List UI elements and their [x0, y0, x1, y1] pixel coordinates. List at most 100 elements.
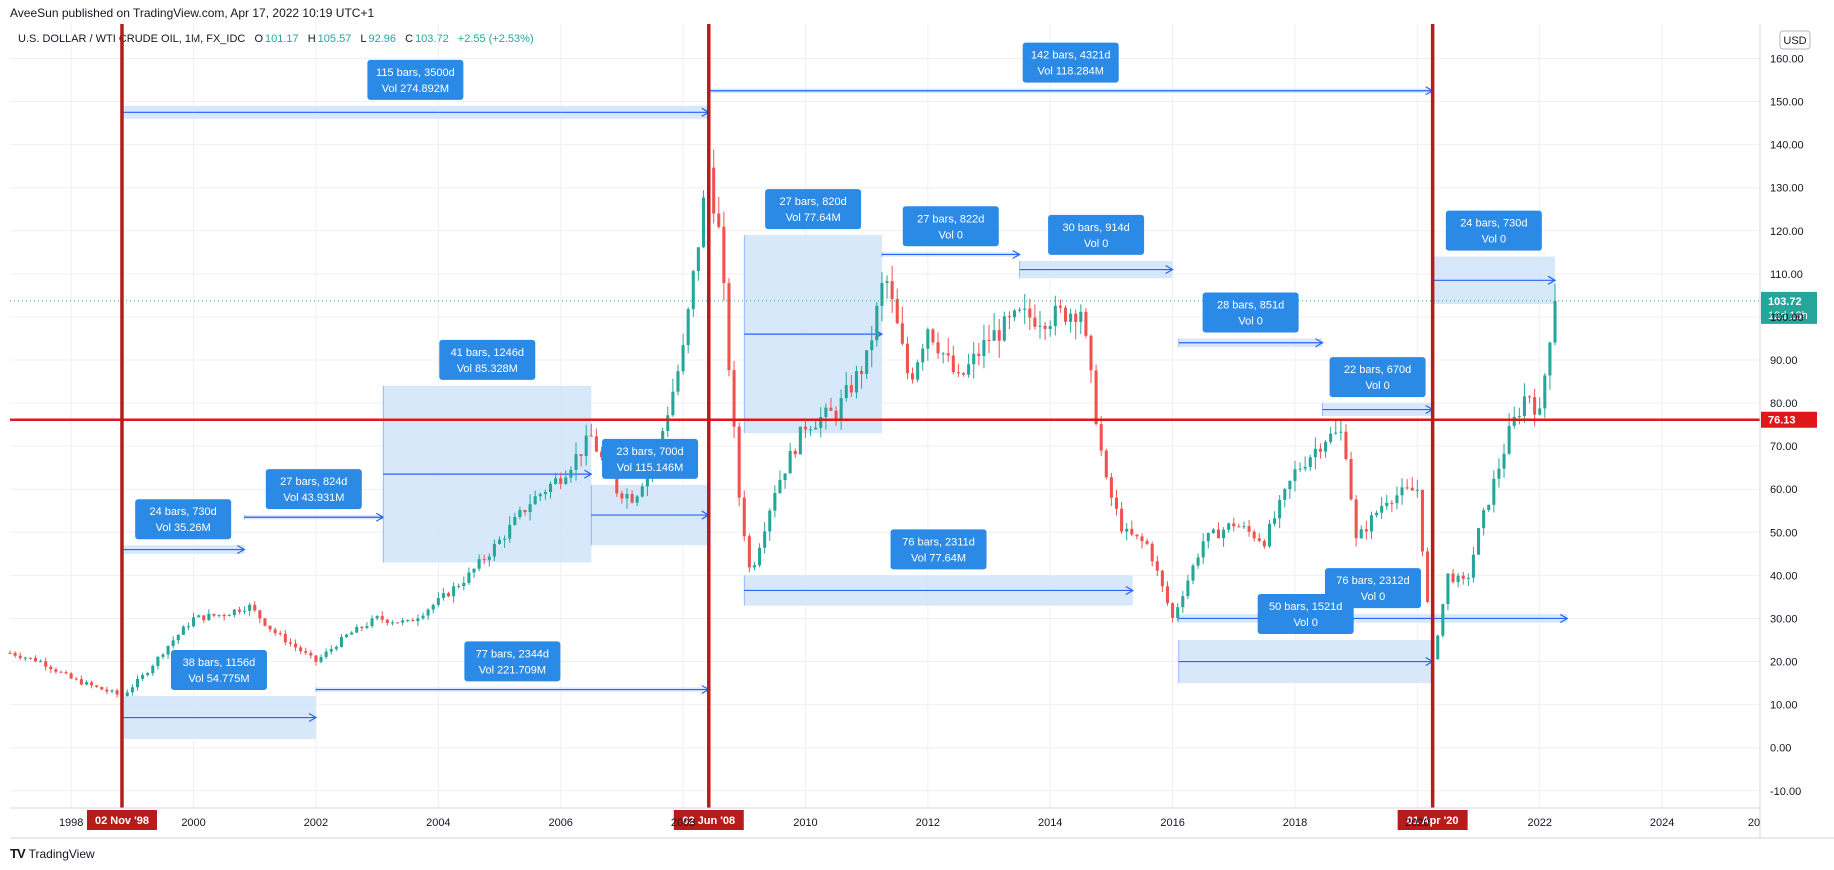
open-key: O	[254, 33, 263, 45]
candle-body	[839, 398, 843, 419]
candle-body	[752, 565, 756, 568]
measure-label-box-13[interactable]	[1329, 357, 1426, 398]
measurement-labels[interactable]: 115 bars, 3500d Vol 274.892M 142 bars, 432…	[135, 42, 1542, 690]
candle-body	[951, 355, 955, 373]
candle-body	[1201, 541, 1205, 558]
y-tick-label: 50.00	[1770, 527, 1798, 539]
symbol-name[interactable]: U.S. DOLLAR / WTI CRUDE OIL, 1M, FX_IDC	[18, 33, 246, 45]
measure-label-vol-11: Vol 0	[1084, 238, 1108, 250]
candle-body	[370, 618, 374, 627]
tradingview-logo-text: TradingView	[28, 846, 95, 861]
measure-label-box-9[interactable]	[890, 529, 987, 570]
candle-body	[727, 283, 731, 371]
measure-label-box-15[interactable]	[1257, 594, 1354, 634]
candle-body	[849, 385, 853, 393]
measure-label-box-5[interactable]	[464, 641, 561, 682]
candle-body	[911, 373, 915, 380]
candle-body	[1160, 570, 1164, 587]
candle-body	[385, 619, 389, 623]
candle-body	[130, 687, 134, 693]
candle-body	[1130, 528, 1134, 535]
candle-body	[1502, 453, 1506, 469]
candle-body	[977, 353, 981, 357]
candle-body	[543, 491, 547, 495]
x-tick-label: 2008	[671, 817, 695, 829]
measure-label-bars-14: 76 bars, 2312d	[1336, 575, 1409, 587]
candle-body	[1089, 335, 1093, 371]
candle-body	[778, 480, 782, 493]
candle-body	[712, 167, 716, 214]
measure-label-vol-0: Vol 274.892M	[382, 83, 449, 95]
candle-body	[176, 634, 180, 641]
candle-body	[1043, 325, 1047, 329]
y-tick-label: 70.00	[1770, 441, 1798, 453]
x-tick-label: 20	[1748, 817, 1760, 829]
measure-label-box-7[interactable]	[602, 438, 699, 479]
candle-body	[217, 614, 221, 616]
candle-body	[1339, 431, 1343, 433]
measure-label-vol-5: Vol 221.709M	[479, 664, 546, 676]
measure-label-box-3[interactable]	[170, 650, 267, 690]
measure-label-box-6[interactable]	[439, 339, 536, 380]
candle-body	[1079, 311, 1083, 322]
measure-label-box-1[interactable]	[1022, 42, 1119, 83]
measurement-tools[interactable]	[121, 86, 1569, 740]
tradingview-logo[interactable]: TV TradingView	[10, 846, 95, 861]
candle-body	[1354, 499, 1358, 539]
candle-body	[1227, 523, 1231, 530]
candle-body	[319, 656, 323, 662]
candle-body	[865, 350, 869, 374]
measure-label-box-16[interactable]	[1445, 210, 1542, 251]
candle-body	[1069, 313, 1073, 322]
candle-body	[880, 282, 884, 306]
candle-body	[44, 661, 48, 667]
candle-body	[1390, 502, 1394, 504]
candle-body	[237, 609, 241, 612]
annotation-lines[interactable]: 76.13 103.72 12d 13h 02 Nov '98 02 Jun '08 01…	[10, 24, 1817, 830]
candle-body	[258, 610, 262, 619]
candle-body	[701, 197, 706, 248]
candle-body	[1018, 309, 1022, 311]
candle-body	[1028, 308, 1032, 318]
measure-label-box-2[interactable]	[135, 499, 232, 540]
measure-label-box-11[interactable]	[1048, 214, 1145, 255]
candle-body	[783, 473, 787, 481]
candle-body	[987, 339, 991, 341]
candle-body	[8, 652, 12, 654]
measure-label-bars-7: 23 bars, 700d	[616, 446, 683, 458]
candle-body	[482, 559, 486, 561]
candle-body	[819, 416, 823, 428]
candle-body	[1140, 536, 1144, 542]
candle-body	[635, 496, 639, 503]
candle-body	[253, 604, 257, 611]
measure-label-box-12[interactable]	[1202, 292, 1299, 333]
candle-body	[1303, 466, 1307, 469]
candle-body	[1553, 300, 1557, 343]
candle-body	[814, 427, 818, 430]
measure-label-bars-3: 38 bars, 1156d	[183, 657, 256, 669]
measure-arrow-head-9	[1125, 585, 1135, 595]
candle-body	[59, 671, 63, 673]
candle-body	[1267, 523, 1271, 547]
y-tick-label: 80.00	[1770, 398, 1798, 410]
measure-label-box-0[interactable]	[367, 59, 464, 100]
candle-body	[926, 329, 930, 349]
high-key: H	[307, 33, 316, 45]
measure-label-vol-16: Vol 0	[1482, 234, 1506, 246]
y-tick-label: 100.00	[1770, 312, 1804, 324]
y-tick-label: 130.00	[1770, 183, 1804, 195]
candle-body	[110, 690, 114, 692]
currency-label: USD	[1783, 35, 1806, 47]
measure-label-box-10[interactable]	[902, 206, 999, 247]
measure-label-bars-2: 24 bars, 730d	[150, 506, 217, 518]
candle-body	[982, 339, 986, 357]
symbol-legend: U.S. DOLLAR / WTI CRUDE OIL, 1M, FX_IDC …	[18, 33, 534, 45]
candle-body	[1145, 541, 1149, 544]
measure-label-box-4[interactable]	[265, 469, 362, 510]
candle-body	[380, 616, 384, 620]
publisher-caption: AveeSun published on TradingView.com, Ap…	[10, 6, 375, 20]
candle-body	[304, 651, 308, 653]
candle-body	[1278, 499, 1282, 519]
measure-label-box-8[interactable]	[765, 189, 862, 230]
